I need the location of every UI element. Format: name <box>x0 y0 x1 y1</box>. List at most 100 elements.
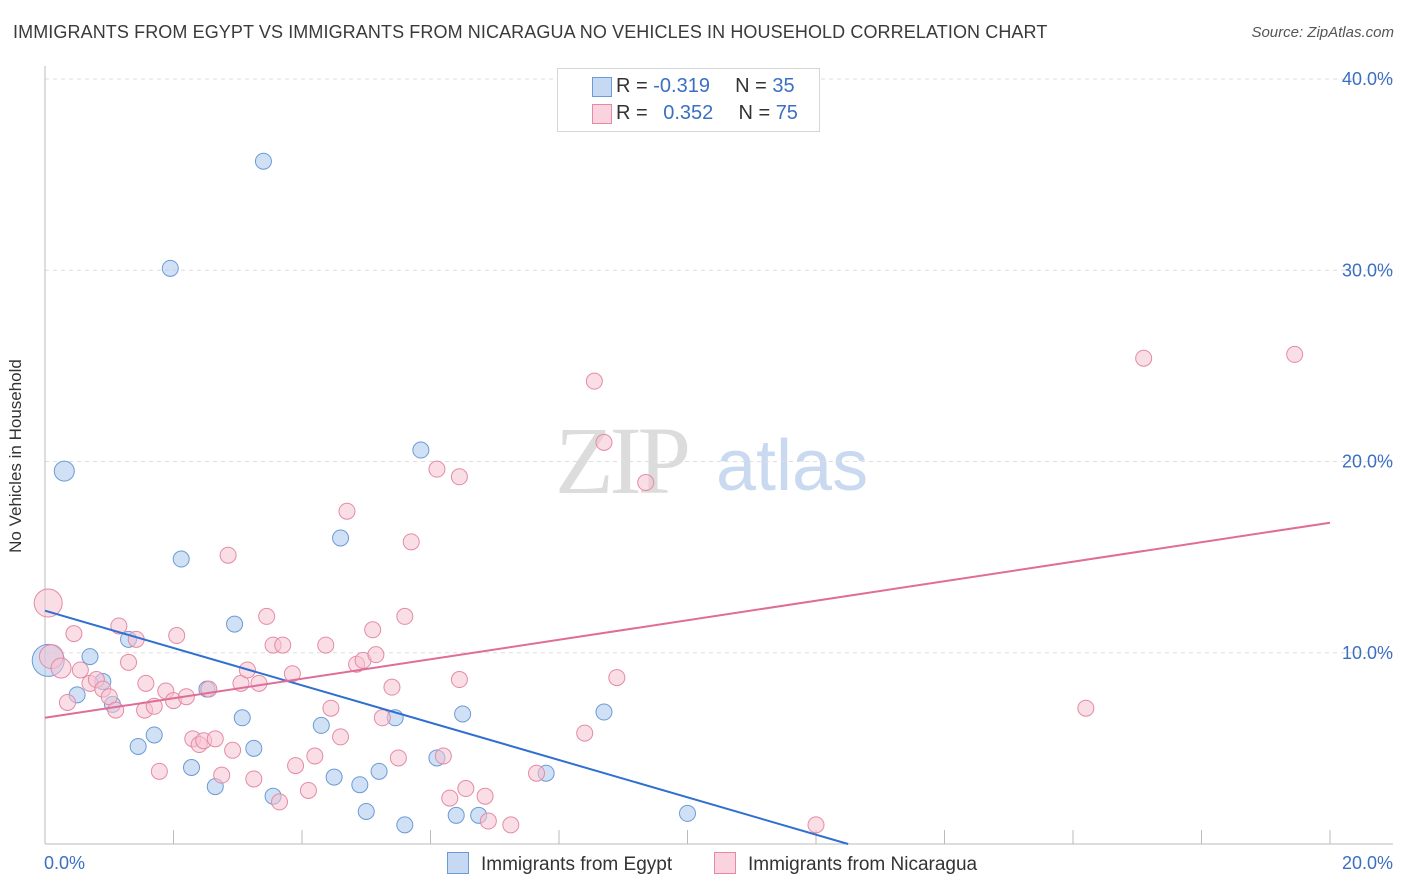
point-nicaragua <box>373 709 391 727</box>
grid <box>45 78 1393 654</box>
point-nicaragua <box>137 674 155 692</box>
y-axis-title: No Vehicles in Household <box>6 359 25 553</box>
point-nicaragua <box>637 474 655 492</box>
point-nicaragua <box>402 533 420 551</box>
point-egypt <box>454 705 472 723</box>
point-nicaragua <box>58 693 76 711</box>
point-nicaragua <box>299 781 317 799</box>
legend-n-label: N = <box>735 75 773 97</box>
legend-row-nicaragua: R = 0.352 N = 75 <box>592 102 798 125</box>
point-nicaragua <box>450 671 468 689</box>
point-egypt <box>161 259 179 277</box>
point-nicaragua <box>65 625 83 643</box>
point-nicaragua <box>33 588 63 618</box>
point-nicaragua <box>224 741 242 759</box>
point-nicaragua <box>434 747 452 765</box>
point-nicaragua <box>396 607 414 625</box>
point-nicaragua <box>50 657 72 679</box>
point-nicaragua <box>576 724 594 742</box>
point-nicaragua <box>457 780 475 798</box>
point-nicaragua <box>1077 699 1095 717</box>
point-nicaragua <box>1286 345 1304 363</box>
stats-legend: R = -0.319 N = 35 R = 0.352 N = 75 <box>557 68 820 132</box>
legend-label-egypt: Immigrants from Egypt <box>481 854 673 875</box>
point-nicaragua <box>585 372 603 390</box>
point-egypt <box>226 615 244 633</box>
point-egypt <box>182 759 200 776</box>
point-egypt <box>172 550 190 568</box>
point-nicaragua <box>258 607 276 625</box>
point-nicaragua <box>450 468 468 486</box>
point-egypt <box>370 762 388 780</box>
point-nicaragua <box>595 433 613 451</box>
legend-n-value: 75 <box>775 102 798 124</box>
point-nicaragua <box>219 546 237 564</box>
x-tick-label: 0.0% <box>44 853 85 873</box>
legend-item-egypt: Immigrants from Egypt <box>447 852 672 876</box>
point-nicaragua <box>250 674 268 692</box>
legend-n-value: 35 <box>772 75 795 97</box>
point-nicaragua <box>1135 349 1153 367</box>
point-nicaragua <box>245 770 263 788</box>
tick-labels: 10.0% 20.0% 30.0% 40.0% 0.0% 20.0% <box>44 69 1393 873</box>
trend-lines <box>44 521 1331 845</box>
point-nicaragua <box>271 793 289 811</box>
point-egypt <box>81 648 99 666</box>
y-tick-label: 10.0% <box>1342 643 1393 663</box>
point-nicaragua <box>338 502 356 520</box>
legend-r-value: -0.319 <box>653 75 710 97</box>
point-nicaragua <box>107 701 125 719</box>
point-egypt <box>129 737 147 755</box>
point-nicaragua <box>213 766 231 784</box>
point-egypt <box>412 441 430 459</box>
point-nicaragua <box>608 669 626 687</box>
point-nicaragua <box>807 816 825 834</box>
y-tick-label: 40.0% <box>1342 69 1393 89</box>
legend-swatch-egypt <box>592 77 612 97</box>
trend-line-egypt <box>44 609 849 845</box>
legend-label-nicaragua: Immigrants from Nicaragua <box>748 854 978 875</box>
point-egypt <box>245 739 263 757</box>
point-nicaragua <box>322 699 340 717</box>
point-nicaragua <box>502 816 520 834</box>
point-nicaragua <box>441 789 459 807</box>
point-egypt <box>447 806 465 824</box>
legend-swatch-egypt <box>447 852 469 874</box>
point-nicaragua <box>332 728 350 746</box>
trend-line-nicaragua <box>44 521 1331 719</box>
legend-swatch-nicaragua <box>714 852 736 874</box>
point-egypt <box>595 703 613 721</box>
point-nicaragua <box>306 747 324 765</box>
point-nicaragua <box>317 636 335 654</box>
x-tick-label: 20.0% <box>1342 853 1393 873</box>
point-nicaragua <box>428 460 446 478</box>
y-tick-label: 30.0% <box>1342 260 1393 280</box>
legend-r-label: R = <box>616 75 654 97</box>
y-tick-label: 20.0% <box>1342 452 1393 472</box>
point-nicaragua <box>274 636 292 654</box>
point-nicaragua <box>150 762 168 780</box>
point-nicaragua <box>206 730 224 748</box>
point-egypt <box>145 726 163 744</box>
legend-row-egypt: R = -0.319 N = 35 <box>592 75 795 98</box>
legend-swatch-nicaragua <box>592 104 612 124</box>
point-egypt <box>312 716 330 734</box>
watermark: ZIP atlas <box>555 407 868 514</box>
point-nicaragua <box>168 627 186 645</box>
point-egypt <box>254 152 272 170</box>
point-nicaragua <box>287 757 305 775</box>
point-egypt <box>53 460 75 482</box>
point-egypt <box>357 802 375 820</box>
legend-r-value: 0.352 <box>663 102 714 124</box>
legend-item-nicaragua: Immigrants from Nicaragua <box>714 852 977 876</box>
chart-source: Source: ZipAtlas.com <box>1251 24 1394 41</box>
data-points <box>31 152 1304 834</box>
watermark-zip: ZIP <box>555 407 688 514</box>
point-egypt <box>233 709 251 727</box>
point-egypt <box>325 768 343 786</box>
point-nicaragua <box>389 749 407 767</box>
point-nicaragua <box>71 661 89 679</box>
point-nicaragua <box>528 764 546 782</box>
legend-n-label: N = <box>738 102 776 124</box>
